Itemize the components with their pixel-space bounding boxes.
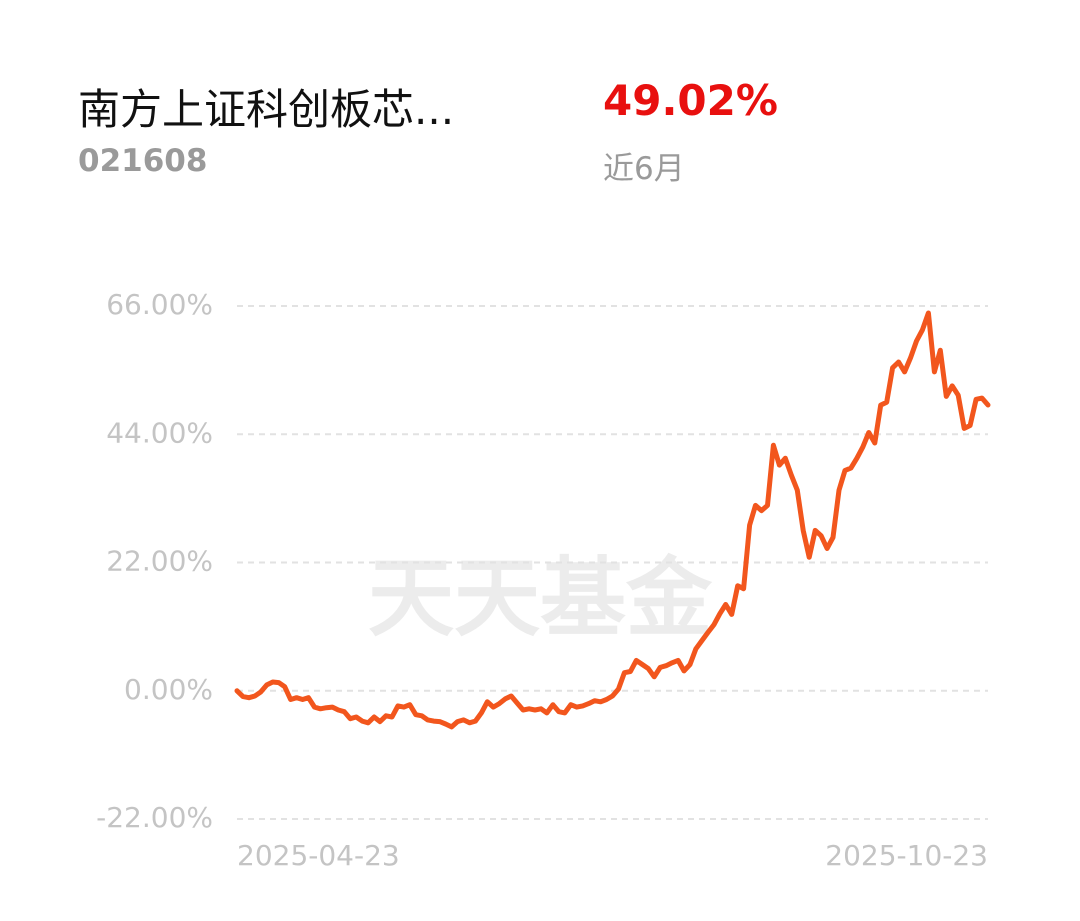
x-tick-label: 2025-04-23 (237, 839, 400, 872)
y-tick-label: 66.00% (106, 288, 213, 321)
fund-code: 021608 (78, 143, 208, 179)
fund-title: 南方上证科创板芯... (78, 85, 455, 134)
y-tick-label: -22.00% (96, 801, 213, 834)
return-value: 49.02% (603, 76, 778, 125)
y-tick-label: 0.00% (124, 673, 213, 706)
period-label: 近6月 (603, 151, 685, 187)
y-tick-label: 22.00% (106, 545, 213, 578)
watermark: 天天基金 (368, 548, 713, 649)
y-tick-label: 44.00% (106, 416, 213, 449)
x-tick-label: 2025-10-23 (825, 839, 988, 872)
line-series (234, 310, 991, 730)
